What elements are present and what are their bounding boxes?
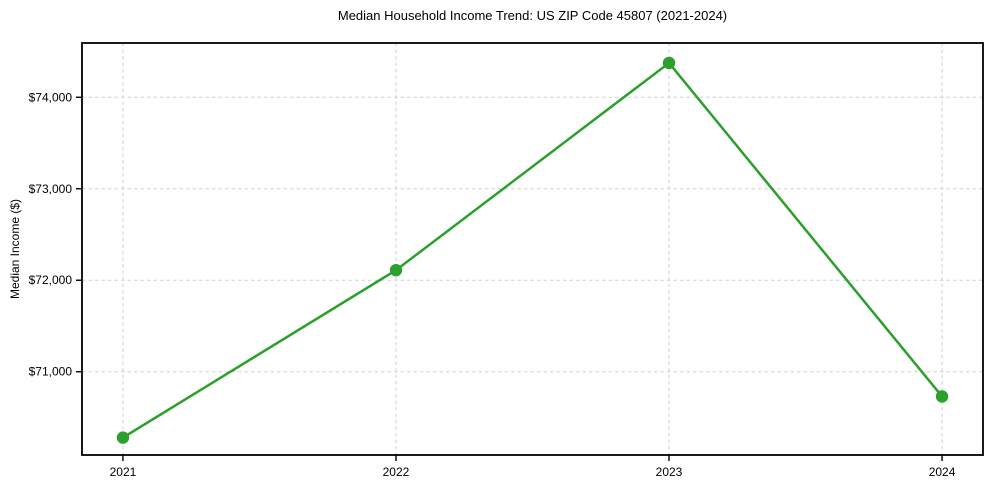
chart-title: Median Household Income Trend: US ZIP Co… <box>337 8 728 23</box>
x-tick-label: 2022 <box>383 465 410 479</box>
x-tick-label: 2023 <box>656 465 683 479</box>
data-point-marker <box>662 56 676 70</box>
data-point-marker <box>116 431 130 444</box>
y-tick-label: $74,000 <box>29 90 73 104</box>
x-tick-label: 2021 <box>110 465 137 479</box>
x-tick-label: 2024 <box>929 465 956 479</box>
y-tick-label: $71,000 <box>29 365 73 379</box>
y-tick-label: $72,000 <box>29 273 73 287</box>
y-tick-label: $73,000 <box>29 182 73 196</box>
trend-line <box>121 61 944 439</box>
data-point-marker <box>389 263 403 277</box>
data-point-marker <box>935 390 949 403</box>
plot-border <box>81 42 984 456</box>
